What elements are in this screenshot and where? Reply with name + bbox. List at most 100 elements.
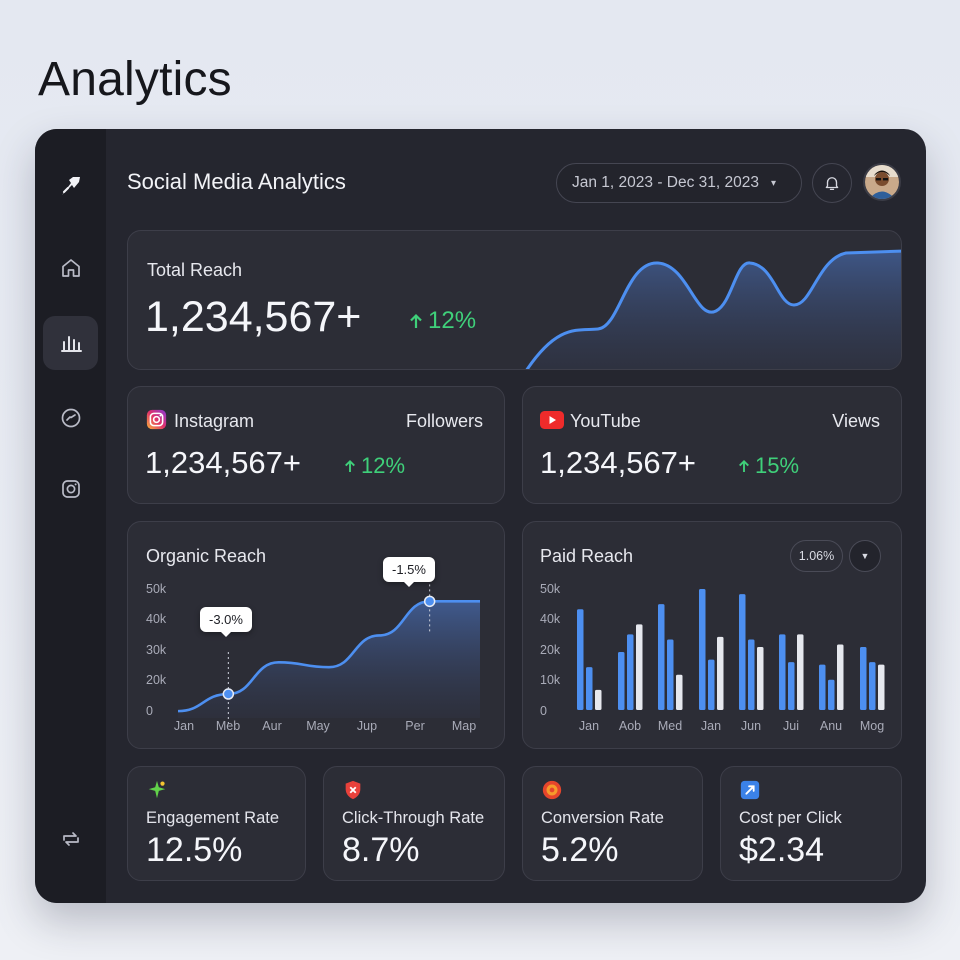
paid-x-tick: Jan [578,719,600,733]
organic-x-tick: Map [451,719,477,733]
paid-bar-series-b[interactable] [748,639,755,710]
youtube-delta: 15% [738,453,799,479]
paid-x-tick: Med [657,719,683,733]
paid-chart [577,589,885,710]
shield-icon [345,780,361,800]
organic-x-tick: Jup [356,719,378,733]
paid-bar-series-b[interactable] [828,679,835,710]
paid-bar-series-a[interactable] [860,647,867,710]
total-reach-card: Total Reach 1,234,567+ 12% [127,230,902,370]
total-reach-delta: 12% [409,307,476,335]
paid-bar-series-c[interactable] [636,624,643,710]
date-range-text: Jan 1, 2023 - Dec 31, 2023 [572,174,759,191]
organic-marker-1[interactable] [222,688,235,700]
paid-bar-series-b[interactable] [586,667,593,710]
paid-bar-series-b[interactable] [788,662,795,710]
paid-bar-series-c[interactable] [676,674,683,710]
organic-x-tick: Meb [215,719,241,733]
paid-bar-series-a[interactable] [658,604,665,710]
sidebar-item-instagram[interactable] [43,462,98,516]
arrow-up-icon [345,459,355,472]
sidebar-item-analytics[interactable] [43,316,98,370]
paid-bar-series-a[interactable] [618,652,625,710]
date-range-picker[interactable]: Jan 1, 2023 - Dec 31, 2023 ▾ [556,163,802,203]
youtube-logo-icon [540,411,564,429]
organic-x-tick: May [306,719,330,733]
kpi-label: Click-Through Rate [342,809,485,827]
paid-bar-series-c[interactable] [595,689,602,710]
paid-y-tick: 10k [540,673,561,687]
gauge-icon [61,408,80,428]
instagram-card: Instagram Followers 1,234,567+ 12% [127,386,505,504]
logo-icon [61,177,80,195]
organic-tooltip-1: -3.0% [200,607,252,637]
youtube-label: YouTube [570,411,641,431]
kpi-value: $2.34 [739,831,825,869]
sidebar-item-reports[interactable] [43,391,98,445]
paid-bar-series-c[interactable] [757,647,764,710]
organic-x-tick: Per [405,719,425,733]
organic-marker-2[interactable] [423,595,436,608]
youtube-card: YouTube Views 1,234,567+ 15% [522,386,902,504]
avatar-image [865,165,899,199]
bell-icon [825,177,839,191]
paid-y-tick: 20k [540,643,561,657]
bar-chart-icon [60,336,82,352]
kpi-value: 8.7% [342,831,420,869]
youtube-delta-text: 15% [755,453,800,478]
paid-bar-series-b[interactable] [869,662,876,710]
cursor-click-icon [740,780,760,800]
sidebar-item-home[interactable] [43,241,98,295]
paid-x-tick: Anu [819,719,843,733]
paid-reach-title: Paid Reach [540,546,634,566]
paid-bar-series-c[interactable] [837,644,844,710]
organic-y-tick: 0 [146,704,153,718]
organic-reach-card: Organic Reach -3.0% -1.5% 50k 40k 30k 20k 0 J… [127,521,505,749]
paid-bar-series-a[interactable] [819,664,826,710]
paid-bar-series-a[interactable] [699,589,706,710]
total-reach-delta-text: 12% [428,307,477,334]
sidebar-switch[interactable] [43,812,98,866]
paid-bar-series-b[interactable] [627,634,634,710]
paid-bar-series-b[interactable] [708,659,715,710]
paid-x-tick: Jun [740,719,762,733]
organic-y-tick: 40k [146,612,167,626]
paid-reach-rate-pill[interactable]: 1.06% [790,540,843,572]
instagram-logo-icon [146,409,167,430]
organic-y-tick: 20k [146,673,167,687]
paid-bar-series-c[interactable] [717,636,724,710]
kpi-label: Engagement Rate [146,809,280,827]
instagram-delta-text: 12% [361,453,406,478]
kpi-card-cpc: Cost per Click $2.34 [720,766,902,881]
total-reach-value: 1,234,567+ [145,293,362,341]
organic-area [178,601,480,718]
avatar[interactable] [863,163,901,201]
total-reach-label: Total Reach [147,260,243,280]
arrow-up-icon [739,459,749,472]
organic-y-tick: 50k [146,582,167,596]
instagram-metric: Followers [405,411,483,431]
paid-bar-series-a[interactable] [739,594,746,710]
paid-bar-series-c[interactable] [797,634,804,710]
paid-x-tick: Aob [618,719,642,733]
paid-bar-series-a[interactable] [779,634,786,710]
total-reach-sparkline [525,249,901,369]
kpi-value: 12.5% [146,831,243,869]
paid-y-tick: 0 [540,704,547,718]
organic-x-tick: Jan [173,719,195,733]
paid-bar-series-c[interactable] [878,664,885,710]
youtube-value: 1,234,567+ [540,445,697,480]
app-window: Social Media Analytics Jan 1, 2023 - Dec… [35,129,926,903]
home-icon [61,259,80,277]
target-icon [542,780,562,800]
paid-bar-series-a[interactable] [577,609,584,710]
instagram-label: Instagram [174,411,255,431]
logo[interactable] [43,159,98,213]
paid-reach-dropdown[interactable]: ▼ [849,540,881,572]
paid-y-tick: 40k [540,612,561,626]
notifications-button[interactable] [812,163,852,203]
kpi-card-engagement: Engagement Rate 12.5% [127,766,306,881]
paid-bar-series-b[interactable] [667,639,674,710]
organic-y-tick: 30k [146,643,167,657]
organic-tooltip-2: -1.5% [383,557,435,587]
